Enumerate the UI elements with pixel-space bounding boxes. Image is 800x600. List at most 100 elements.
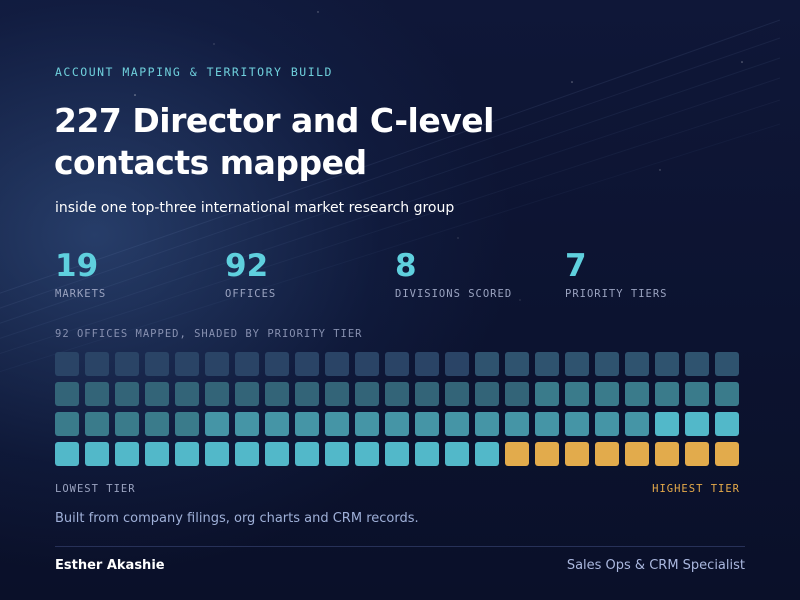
stat-markets: 19 MARKETS	[55, 248, 106, 300]
office-tile	[685, 352, 709, 376]
office-tile	[715, 442, 739, 466]
office-tile	[175, 352, 199, 376]
stat-value: 92	[225, 248, 269, 284]
office-tile	[265, 412, 289, 436]
stat-label: PRIORITY TIERS	[565, 288, 668, 300]
office-tile	[715, 412, 739, 436]
office-tile	[235, 352, 259, 376]
office-tile	[625, 382, 649, 406]
office-tile	[55, 412, 79, 436]
office-tile	[475, 442, 499, 466]
office-tile	[475, 412, 499, 436]
office-tile	[355, 412, 379, 436]
office-tile	[505, 412, 529, 436]
office-tile	[625, 352, 649, 376]
office-tile	[295, 412, 319, 436]
office-tile	[655, 352, 679, 376]
author-role: Sales Ops & CRM Specialist	[566, 558, 745, 573]
office-tile	[535, 382, 559, 406]
office-tile	[85, 352, 109, 376]
office-tile	[145, 382, 169, 406]
office-tile	[415, 352, 439, 376]
eyebrow-label: ACCOUNT MAPPING & TERRITORY BUILD	[55, 65, 333, 79]
highest-tier-label: HIGHEST TIER	[652, 483, 740, 495]
office-tile	[145, 442, 169, 466]
office-tile	[295, 352, 319, 376]
office-tile	[325, 352, 349, 376]
office-tile	[385, 382, 409, 406]
source-note: Built from company filings, org charts a…	[55, 511, 419, 526]
office-tile	[295, 382, 319, 406]
office-tile	[445, 412, 469, 436]
page-title: 227 Director and C-level contacts mapped	[54, 100, 694, 184]
office-tile	[415, 382, 439, 406]
office-tile	[325, 412, 349, 436]
office-tile	[235, 412, 259, 436]
office-tile	[115, 352, 139, 376]
office-tile	[505, 442, 529, 466]
office-tile	[85, 442, 109, 466]
footer-divider	[55, 546, 745, 547]
office-tile	[565, 442, 589, 466]
stat-tiers: 7 PRIORITY TIERS	[565, 248, 668, 300]
office-tile	[685, 442, 709, 466]
office-tile	[235, 442, 259, 466]
office-tile	[175, 382, 199, 406]
office-tile	[625, 442, 649, 466]
office-tile	[595, 412, 619, 436]
office-tile	[55, 382, 79, 406]
office-tile	[85, 382, 109, 406]
office-tile	[55, 442, 79, 466]
page-subtitle: inside one top-three international marke…	[55, 200, 455, 216]
stat-value: 7	[565, 248, 587, 284]
stat-label: MARKETS	[55, 288, 107, 300]
office-tile	[445, 382, 469, 406]
office-tile	[205, 382, 229, 406]
office-tile-grid	[55, 352, 745, 472]
office-tile	[115, 442, 139, 466]
office-tile	[265, 352, 289, 376]
office-tile	[415, 412, 439, 436]
office-tile	[415, 442, 439, 466]
office-tile	[205, 352, 229, 376]
stat-offices: 92 OFFICES	[225, 248, 276, 300]
office-tile	[445, 352, 469, 376]
stat-value: 8	[395, 248, 417, 284]
stat-divisions: 8 DIVISIONS SCORED	[395, 248, 512, 300]
office-tile	[565, 352, 589, 376]
office-tile	[115, 382, 139, 406]
office-tile	[265, 382, 289, 406]
grid-caption: 92 OFFICES MAPPED, SHADED BY PRIORITY TI…	[55, 328, 363, 340]
office-tile	[595, 352, 619, 376]
office-tile	[685, 412, 709, 436]
office-tile	[475, 352, 499, 376]
office-tile	[565, 412, 589, 436]
office-tile	[355, 352, 379, 376]
office-tile	[205, 412, 229, 436]
office-tile	[235, 382, 259, 406]
office-tile	[355, 382, 379, 406]
stat-label: OFFICES	[225, 288, 277, 300]
office-tile	[145, 352, 169, 376]
office-tile	[265, 442, 289, 466]
office-tile	[205, 442, 229, 466]
office-tile	[475, 382, 499, 406]
office-tile	[655, 442, 679, 466]
office-tile	[175, 442, 199, 466]
office-tile	[505, 382, 529, 406]
office-tile	[445, 442, 469, 466]
office-tile	[355, 442, 379, 466]
office-tile	[385, 442, 409, 466]
office-tile	[715, 382, 739, 406]
office-tile	[535, 442, 559, 466]
office-tile	[595, 442, 619, 466]
office-tile	[685, 382, 709, 406]
office-tile	[175, 412, 199, 436]
office-tile	[505, 352, 529, 376]
office-tile	[565, 382, 589, 406]
office-tile	[715, 352, 739, 376]
office-tile	[325, 382, 349, 406]
author-name: Esther Akashie	[55, 558, 165, 573]
